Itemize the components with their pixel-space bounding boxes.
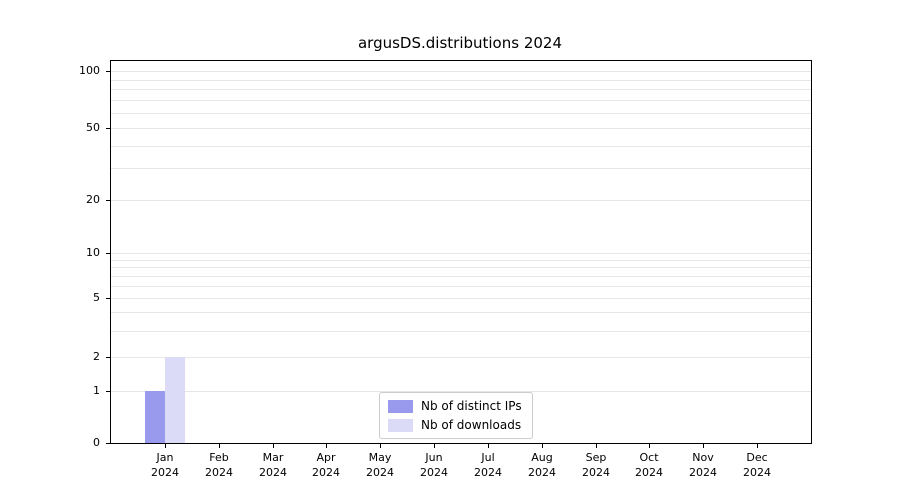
gridline-y-1 [111,391,811,392]
y-tick-label: 2 [93,350,100,363]
legend-label: Nb of downloads [421,418,522,432]
x-tick-mark [703,444,704,448]
x-tick-mark [219,444,220,448]
x-tick-label: Mar 2024 [259,451,287,479]
y-tick-label: 1 [93,384,100,397]
x-tick-label: Jan 2024 [151,451,179,479]
x-tick-mark [596,444,597,448]
y-tick-mark [106,200,110,201]
x-tick-label: Jun 2024 [420,451,448,479]
y-tick-label: 10 [86,246,100,259]
x-tick-mark [273,444,274,448]
legend-item: Nb of downloads [388,418,522,432]
x-tick-mark [649,444,650,448]
legend-item: Nb of distinct IPs [388,399,522,413]
y-tick-label: 0 [93,436,100,449]
x-tick-label: Apr 2024 [312,451,340,479]
chart-title: argusDS.distributions 2024 [357,34,563,52]
y-tick-mark [106,128,110,129]
y-tick-mark [106,443,110,444]
x-tick-mark [165,444,166,448]
legend-swatch [388,399,413,413]
y-tick-label: 5 [93,291,100,304]
gridline-y-80 [111,89,811,90]
gridline-y-10 [111,253,811,254]
plot-area: Nb of distinct IPs Nb of downloads [110,60,812,444]
y-tick-mark [106,253,110,254]
gridline-y-50 [111,128,811,129]
gridline-y-30 [111,168,811,169]
x-tick-label: Sep 2024 [582,451,610,479]
x-tick-mark [542,444,543,448]
bar-nb-of-distinct-ips-jan-2024 [145,391,165,443]
y-tick-label: 100 [79,64,100,77]
gridline-y-9 [111,260,811,261]
y-tick-mark [106,391,110,392]
gridline-y-7 [111,276,811,277]
gridline-y-8 [111,267,811,268]
x-tick-mark [380,444,381,448]
legend: Nb of distinct IPs Nb of downloads [379,392,533,439]
gridline-y-4 [111,312,811,313]
x-tick-mark [757,444,758,448]
x-tick-label: Dec 2024 [743,451,771,479]
gridline-y-6 [111,286,811,287]
bar-nb-of-downloads-jan-2024 [165,357,185,443]
gridline-y-2 [111,357,811,358]
y-tick-mark [106,71,110,72]
x-tick-mark [434,444,435,448]
y-tick-mark [106,298,110,299]
y-tick-mark [106,357,110,358]
x-tick-label: Feb 2024 [205,451,233,479]
legend-label: Nb of distinct IPs [421,399,522,413]
gridline-y-90 [111,80,811,81]
gridline-y-20 [111,200,811,201]
x-tick-mark [326,444,327,448]
gridline-y-100 [111,71,811,72]
legend-swatch [388,418,413,432]
x-tick-mark [488,444,489,448]
y-tick-label: 50 [86,121,100,134]
x-tick-label: Oct 2024 [635,451,663,479]
gridline-y-3 [111,331,811,332]
y-tick-label: 20 [86,193,100,206]
x-tick-label: May 2024 [366,451,394,479]
x-tick-label: Jul 2024 [474,451,502,479]
x-tick-label: Aug 2024 [528,451,556,479]
gridline-y-5 [111,298,811,299]
gridline-y-60 [111,113,811,114]
gridline-y-40 [111,146,811,147]
x-tick-label: Nov 2024 [689,451,717,479]
gridline-y-70 [111,100,811,101]
